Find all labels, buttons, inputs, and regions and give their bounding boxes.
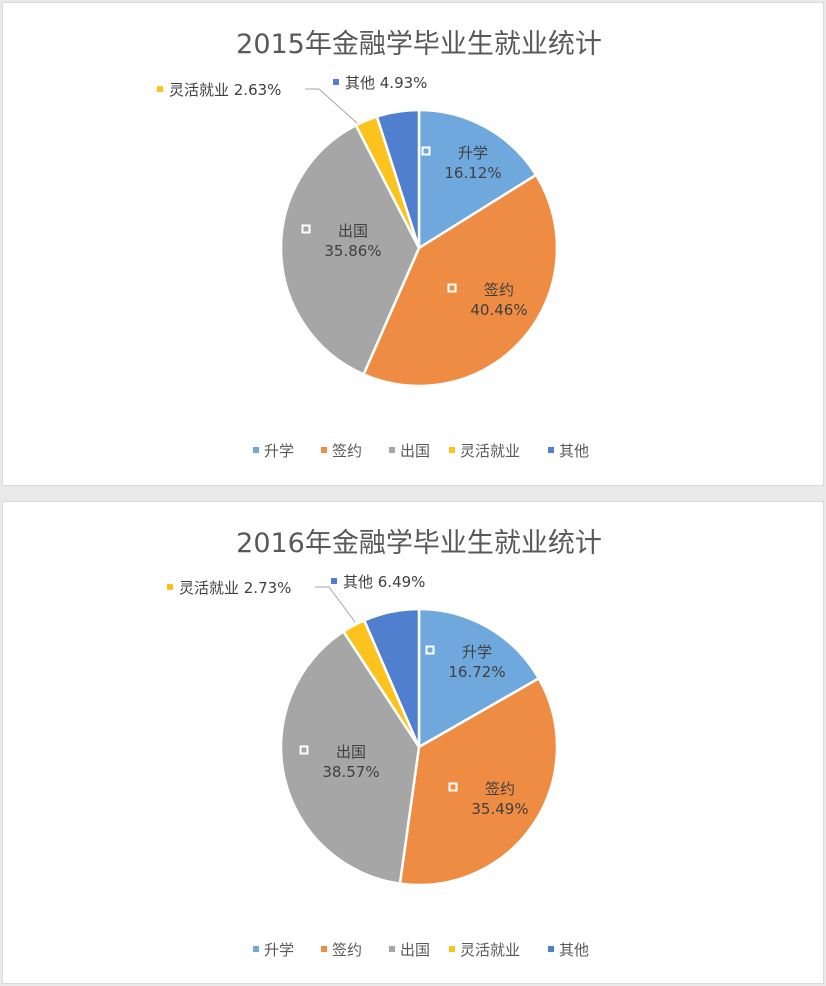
pie-slice-abroad [279, 123, 421, 377]
legend-swatch-signed [321, 447, 327, 453]
label-marker-abroad [301, 747, 307, 753]
legend-label-other: 其他 [559, 442, 589, 460]
label-marker-signed [449, 285, 455, 291]
legend-label-flow: 升学 [264, 941, 294, 959]
data-label-value: 16.72% [448, 663, 505, 681]
label-marker-abroad [303, 226, 309, 232]
data-label-value: 16.12% [444, 164, 501, 182]
leader-line-flexible [315, 586, 356, 623]
pie-slice-other [362, 607, 421, 748]
legend-label-other: 其他 [559, 941, 589, 959]
legend-label-abroad: 出国 [400, 941, 430, 959]
legend-swatch-flow [253, 447, 259, 453]
data-label-category: 升学 [458, 144, 488, 162]
data-label-value: 35.49% [471, 800, 528, 818]
data-label-category: 升学 [462, 643, 492, 661]
data-labels: 升学 16.72% 签约 35.49% 出国 38.57% 灵活就业 2.73% 其他 6.4… [167, 573, 529, 818]
label-marker-flexible [157, 86, 163, 92]
pie-slices [279, 607, 559, 887]
chart-panel-2015: 2015年金融学毕业生就业统计 升学 16.12% 签约 40.46% 出国 35.86%… [2, 2, 824, 486]
label-marker-flow [427, 647, 433, 653]
chart-title: 2015年金融学毕业生就业统计 [236, 29, 602, 60]
chart-title: 2016年金融学毕业生就业统计 [236, 528, 602, 559]
leader-lines [315, 586, 356, 623]
data-label-category: 签约 [485, 780, 515, 798]
legend-swatch-abroad [389, 447, 395, 453]
pie-slice-signed [398, 676, 559, 887]
label-marker-other [331, 578, 337, 584]
chart-panel-2016: 2016年金融学毕业生就业统计 升学 16.72% 签约 35.49% 出国 38.57%… [2, 501, 824, 984]
legend-swatch-abroad [389, 946, 395, 952]
pie-slices [279, 108, 559, 388]
legend-swatch-other [548, 447, 554, 453]
pie-slice-flow [417, 108, 538, 251]
legend-label-abroad: 出国 [400, 442, 430, 460]
pie-slice-signed [361, 173, 559, 388]
pie-slice-flow [417, 607, 541, 750]
data-label-value: 38.57% [322, 763, 379, 781]
pie-chart-2015: 2015年金融学毕业生就业统计 升学 16.12% 签约 40.46% 出国 35.86%… [157, 29, 602, 460]
data-label-value: 40.46% [470, 301, 527, 319]
legend-swatch-flexible [449, 946, 455, 952]
legend: 升学 签约 出国 灵活就业 其他 [253, 442, 589, 460]
legend-label-signed: 签约 [332, 442, 362, 460]
legend-label-flexible: 灵活就业 [460, 941, 520, 959]
data-label-other: 其他 6.49% [343, 573, 425, 591]
legend: 升学 签约 出国 灵活就业 其他 [253, 941, 589, 959]
label-marker-flow [423, 148, 429, 154]
leader-line-flexible [305, 88, 358, 124]
data-label-flexible: 灵活就业 2.63% [169, 81, 281, 99]
legend-swatch-flexible [449, 447, 455, 453]
data-label-other: 其他 4.93% [345, 74, 427, 92]
pie-slice-other [375, 108, 421, 249]
legend-swatch-signed [321, 946, 327, 952]
data-label-category: 出国 [338, 222, 368, 240]
label-marker-flexible [167, 584, 173, 590]
label-marker-other [333, 79, 339, 85]
data-label-value: 35.86% [324, 242, 381, 260]
legend-label-signed: 签约 [332, 941, 362, 959]
data-labels: 升学 16.12% 签约 40.46% 出国 35.86% 灵活就业 2.63% 其他 4.9… [157, 74, 528, 319]
label-marker-signed [450, 784, 456, 790]
data-label-category: 签约 [484, 281, 514, 299]
legend-swatch-other [548, 946, 554, 952]
data-label-category: 出国 [336, 743, 366, 761]
legend-label-flow: 升学 [264, 442, 294, 460]
legend-swatch-flow [253, 946, 259, 952]
legend-label-flexible: 灵活就业 [460, 442, 520, 460]
data-label-flexible: 灵活就业 2.73% [179, 579, 291, 597]
pie-chart-2016: 2016年金融学毕业生就业统计 升学 16.72% 签约 35.49% 出国 38.57%… [167, 528, 602, 959]
leader-lines [305, 88, 358, 124]
